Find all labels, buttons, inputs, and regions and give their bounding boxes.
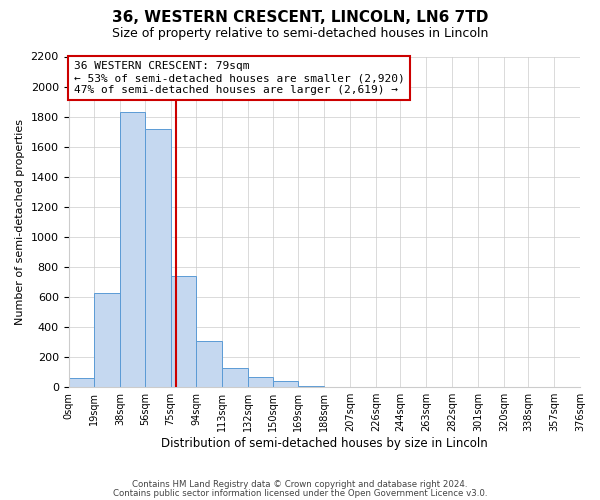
Bar xyxy=(272,381,298,387)
Text: Contains public sector information licensed under the Open Government Licence v3: Contains public sector information licen… xyxy=(113,488,487,498)
Bar xyxy=(68,378,94,387)
Text: Size of property relative to semi-detached houses in Lincoln: Size of property relative to semi-detach… xyxy=(112,28,488,40)
Text: 36 WESTERN CRESCENT: 79sqm
← 53% of semi-detached houses are smaller (2,920)
47%: 36 WESTERN CRESCENT: 79sqm ← 53% of semi… xyxy=(74,62,404,94)
Y-axis label: Number of semi-detached properties: Number of semi-detached properties xyxy=(15,119,25,325)
Bar xyxy=(120,112,145,387)
Bar xyxy=(170,276,196,387)
Bar xyxy=(145,128,170,387)
Text: 36, WESTERN CRESCENT, LINCOLN, LN6 7TD: 36, WESTERN CRESCENT, LINCOLN, LN6 7TD xyxy=(112,10,488,25)
Bar xyxy=(196,342,222,387)
X-axis label: Distribution of semi-detached houses by size in Lincoln: Distribution of semi-detached houses by … xyxy=(161,437,488,450)
Bar xyxy=(222,368,248,387)
Bar xyxy=(248,378,272,387)
Text: Contains HM Land Registry data © Crown copyright and database right 2024.: Contains HM Land Registry data © Crown c… xyxy=(132,480,468,489)
Bar xyxy=(94,294,120,387)
Bar xyxy=(298,386,324,387)
